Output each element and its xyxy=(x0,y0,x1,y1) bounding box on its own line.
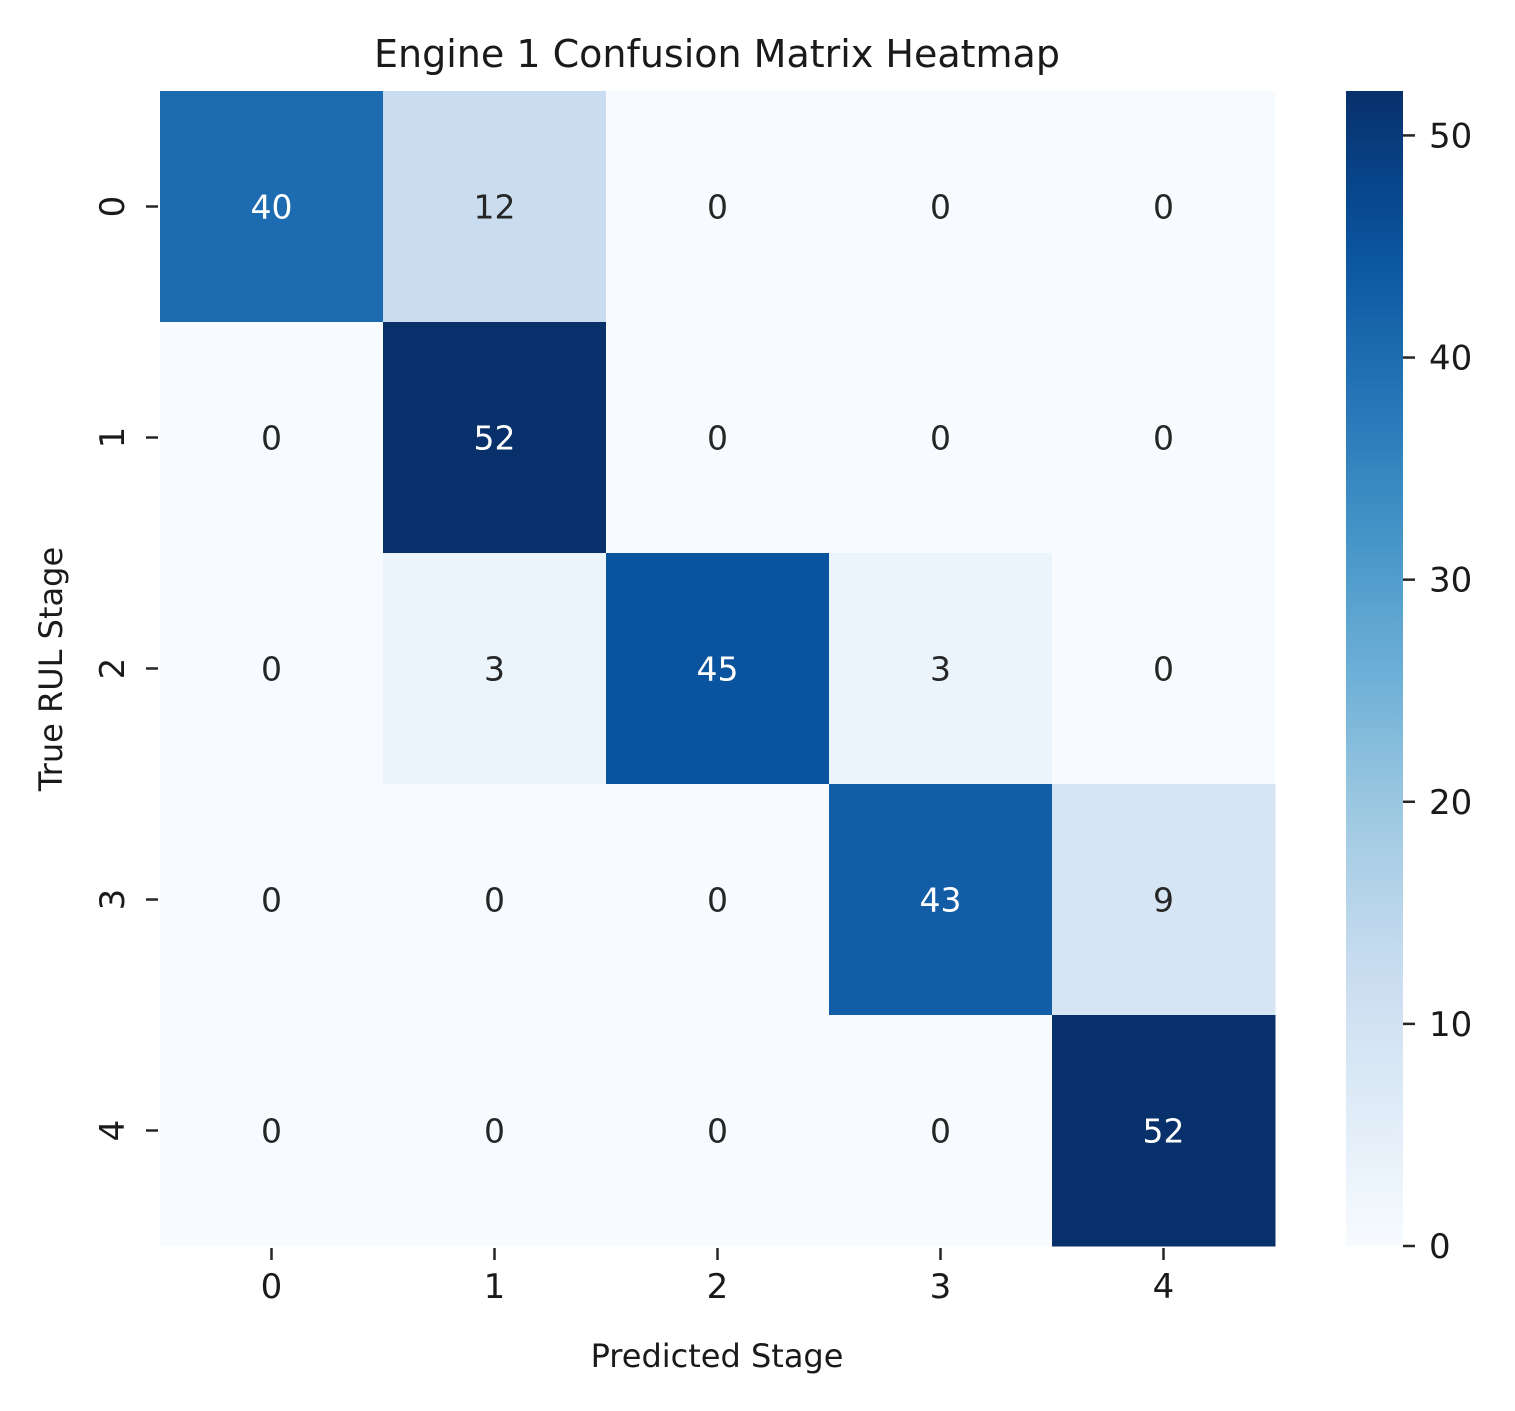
colorbar-tick-label-50: 50 xyxy=(1429,116,1472,156)
cell-value-r4-c1: 0 xyxy=(484,1112,505,1151)
heatmap-cell-r0-c3 xyxy=(829,91,1053,323)
cell-value-r0-c0: 40 xyxy=(251,188,293,227)
colorbar-tick-label-30: 30 xyxy=(1429,561,1472,601)
chart-title: Engine 1 Confusion Matrix Heatmap xyxy=(374,32,1060,76)
cell-value-r1-c2: 0 xyxy=(707,419,728,458)
cell-value-r0-c1: 12 xyxy=(474,188,516,227)
heatmap-cell-r3-c3 xyxy=(829,784,1053,1016)
colorbar-tick-label-0: 0 xyxy=(1429,1227,1451,1267)
x-tick-label-2: 2 xyxy=(707,1267,729,1307)
heatmap-cell-r1-c0 xyxy=(160,322,384,554)
x-tick-label-4: 4 xyxy=(1153,1267,1175,1307)
heatmap-cell-r3-c4 xyxy=(1052,784,1276,1016)
colorbar-ticks: 0 10 20 30 40 50 xyxy=(1403,116,1472,1267)
heatmap-cell-r4-c1 xyxy=(383,1015,607,1247)
cell-value-r4-c3: 0 xyxy=(930,1112,951,1151)
cell-value-r2-c3: 3 xyxy=(930,650,951,689)
heatmap-cell-r0-c0 xyxy=(160,91,384,323)
cell-value-r4-c4: 52 xyxy=(1143,1112,1185,1151)
heatmap-cell-r1-c1 xyxy=(383,322,607,554)
cell-value-r0-c4: 0 xyxy=(1153,188,1174,227)
heatmap-cell-r2-c2 xyxy=(606,553,830,785)
x-tick-label-1: 1 xyxy=(484,1267,506,1307)
cell-value-r4-c0: 0 xyxy=(261,1112,282,1151)
cell-value-r4-c2: 0 xyxy=(707,1112,728,1151)
cell-value-r1-c3: 0 xyxy=(930,419,951,458)
y-tick-label-3: 3 xyxy=(93,889,133,911)
x-axis-label: Predicted Stage xyxy=(591,1337,844,1375)
heatmap-cell-r4-c0 xyxy=(160,1015,384,1247)
heatmap-cell-r1-c4 xyxy=(1052,322,1276,554)
cell-value-r0-c3: 0 xyxy=(930,188,951,227)
cell-value-r3-c1: 0 xyxy=(484,881,505,920)
colorbar-tick-label-10: 10 xyxy=(1429,1005,1472,1045)
x-tick-label-0: 0 xyxy=(261,1267,283,1307)
heatmap-cell-r1-c2 xyxy=(606,322,830,554)
colorbar-tick-label-20: 20 xyxy=(1429,783,1472,823)
y-tick-label-0: 0 xyxy=(93,196,133,218)
heatmap-cell-r2-c4 xyxy=(1052,553,1276,785)
heatmap-cell-r0-c2 xyxy=(606,91,830,323)
heatmap-cell-r4-c3 xyxy=(829,1015,1053,1247)
heatmap-cell-r3-c2 xyxy=(606,784,830,1016)
cell-value-r1-c4: 0 xyxy=(1153,419,1174,458)
cell-value-r2-c4: 0 xyxy=(1153,650,1174,689)
colorbar-tick-label-40: 40 xyxy=(1429,339,1472,379)
heatmap-cell-r3-c1 xyxy=(383,784,607,1016)
y-axis-ticks: 0 1 2 3 4 xyxy=(93,196,158,1142)
cell-value-r2-c2: 45 xyxy=(697,650,739,689)
heatmap-cell-r3-c0 xyxy=(160,784,384,1016)
heatmap-cell-r2-c0 xyxy=(160,553,384,785)
heatmap-cell-r0-c4 xyxy=(1052,91,1276,323)
cell-value-r1-c1: 52 xyxy=(474,419,516,458)
heatmap-cell-r2-c3 xyxy=(829,553,1053,785)
colorbar xyxy=(1346,91,1403,1246)
y-tick-label-4: 4 xyxy=(93,1120,133,1142)
cell-value-r1-c0: 0 xyxy=(261,419,282,458)
y-tick-label-2: 2 xyxy=(93,658,133,680)
y-tick-label-1: 1 xyxy=(93,427,133,449)
x-axis-ticks: 0 1 2 3 4 xyxy=(261,1248,1175,1307)
cell-value-r3-c2: 0 xyxy=(707,881,728,920)
cell-value-r2-c0: 0 xyxy=(261,650,282,689)
cell-value-r2-c1: 3 xyxy=(484,650,505,689)
heatmap-cells xyxy=(160,91,1276,1247)
cell-annotations: 40 12 0 0 0 0 52 0 0 0 0 3 45 3 0 0 0 0 43 9 0 0 0 0 52 xyxy=(251,188,1185,1151)
x-tick-label-3: 3 xyxy=(930,1267,952,1307)
heatmap-cell-r2-c1 xyxy=(383,553,607,785)
cell-value-r3-c4: 9 xyxy=(1153,881,1174,920)
cell-value-r0-c2: 0 xyxy=(707,188,728,227)
heatmap-cell-r1-c3 xyxy=(829,322,1053,554)
heatmap-cell-r4-c2 xyxy=(606,1015,830,1247)
heatmap-cell-r0-c1 xyxy=(383,91,607,323)
cell-value-r3-c0: 0 xyxy=(261,881,282,920)
cell-value-r3-c3: 43 xyxy=(920,881,962,920)
heatmap-cell-r4-c4 xyxy=(1052,1015,1276,1247)
y-axis-label: True RUL Stage xyxy=(32,547,70,792)
